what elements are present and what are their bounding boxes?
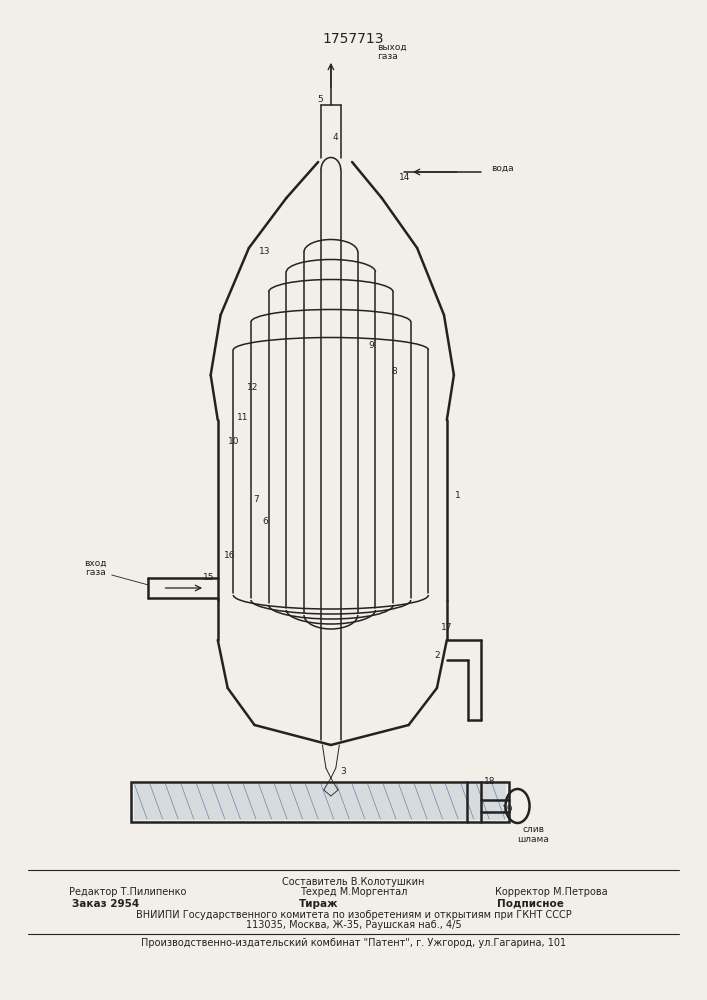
Text: 113035, Москва, Ж-35, Раушская наб., 4/5: 113035, Москва, Ж-35, Раушская наб., 4/5 — [246, 920, 461, 930]
Text: 3: 3 — [340, 768, 346, 776]
Text: 15: 15 — [203, 574, 214, 582]
Text: Корректор М.Петрова: Корректор М.Петрова — [495, 887, 608, 897]
Text: 1: 1 — [455, 490, 461, 499]
Text: 10: 10 — [228, 438, 239, 446]
Text: 5: 5 — [317, 96, 323, 104]
Text: Редактор Т.Пилипенко: Редактор Т.Пилипенко — [69, 887, 186, 897]
Text: ВНИИПИ Государственного комитета по изобретениям и открытиям при ГКНТ СССР: ВНИИПИ Государственного комитета по изоб… — [136, 910, 571, 920]
Text: 4: 4 — [333, 133, 339, 142]
Text: 8: 8 — [392, 367, 397, 376]
Text: 1757713: 1757713 — [323, 32, 384, 46]
Text: 13: 13 — [259, 247, 271, 256]
Text: Производственно-издательский комбинат "Патент", г. Ужгород, ул.Гагарина, 101: Производственно-издательский комбинат "П… — [141, 938, 566, 948]
Text: 9: 9 — [368, 340, 374, 350]
Text: 18: 18 — [484, 778, 496, 786]
Text: 12: 12 — [247, 383, 259, 392]
Text: Подписное: Подписное — [497, 899, 563, 909]
Text: 16: 16 — [224, 550, 235, 560]
Text: 11: 11 — [237, 414, 248, 422]
Text: слив
шлама: слив шлама — [517, 825, 549, 844]
Text: выход
газа: выход газа — [377, 43, 407, 61]
Text: 14: 14 — [399, 174, 410, 182]
Text: Техред М.Моргентал: Техред М.Моргентал — [300, 887, 407, 897]
Text: вход
газа: вход газа — [84, 559, 107, 577]
Bar — [131, 782, 509, 822]
Text: Заказ 2954: Заказ 2954 — [72, 899, 140, 909]
Text: 17: 17 — [441, 624, 452, 633]
Text: вода: вода — [491, 163, 514, 172]
Text: 6: 6 — [262, 518, 268, 526]
Text: 2: 2 — [434, 650, 440, 660]
Text: Составитель В.Колотушкин: Составитель В.Колотушкин — [282, 877, 425, 887]
Text: 7: 7 — [253, 495, 259, 504]
Text: Тираж: Тираж — [298, 899, 338, 909]
Text: 19: 19 — [502, 806, 513, 814]
Bar — [134, 784, 506, 820]
